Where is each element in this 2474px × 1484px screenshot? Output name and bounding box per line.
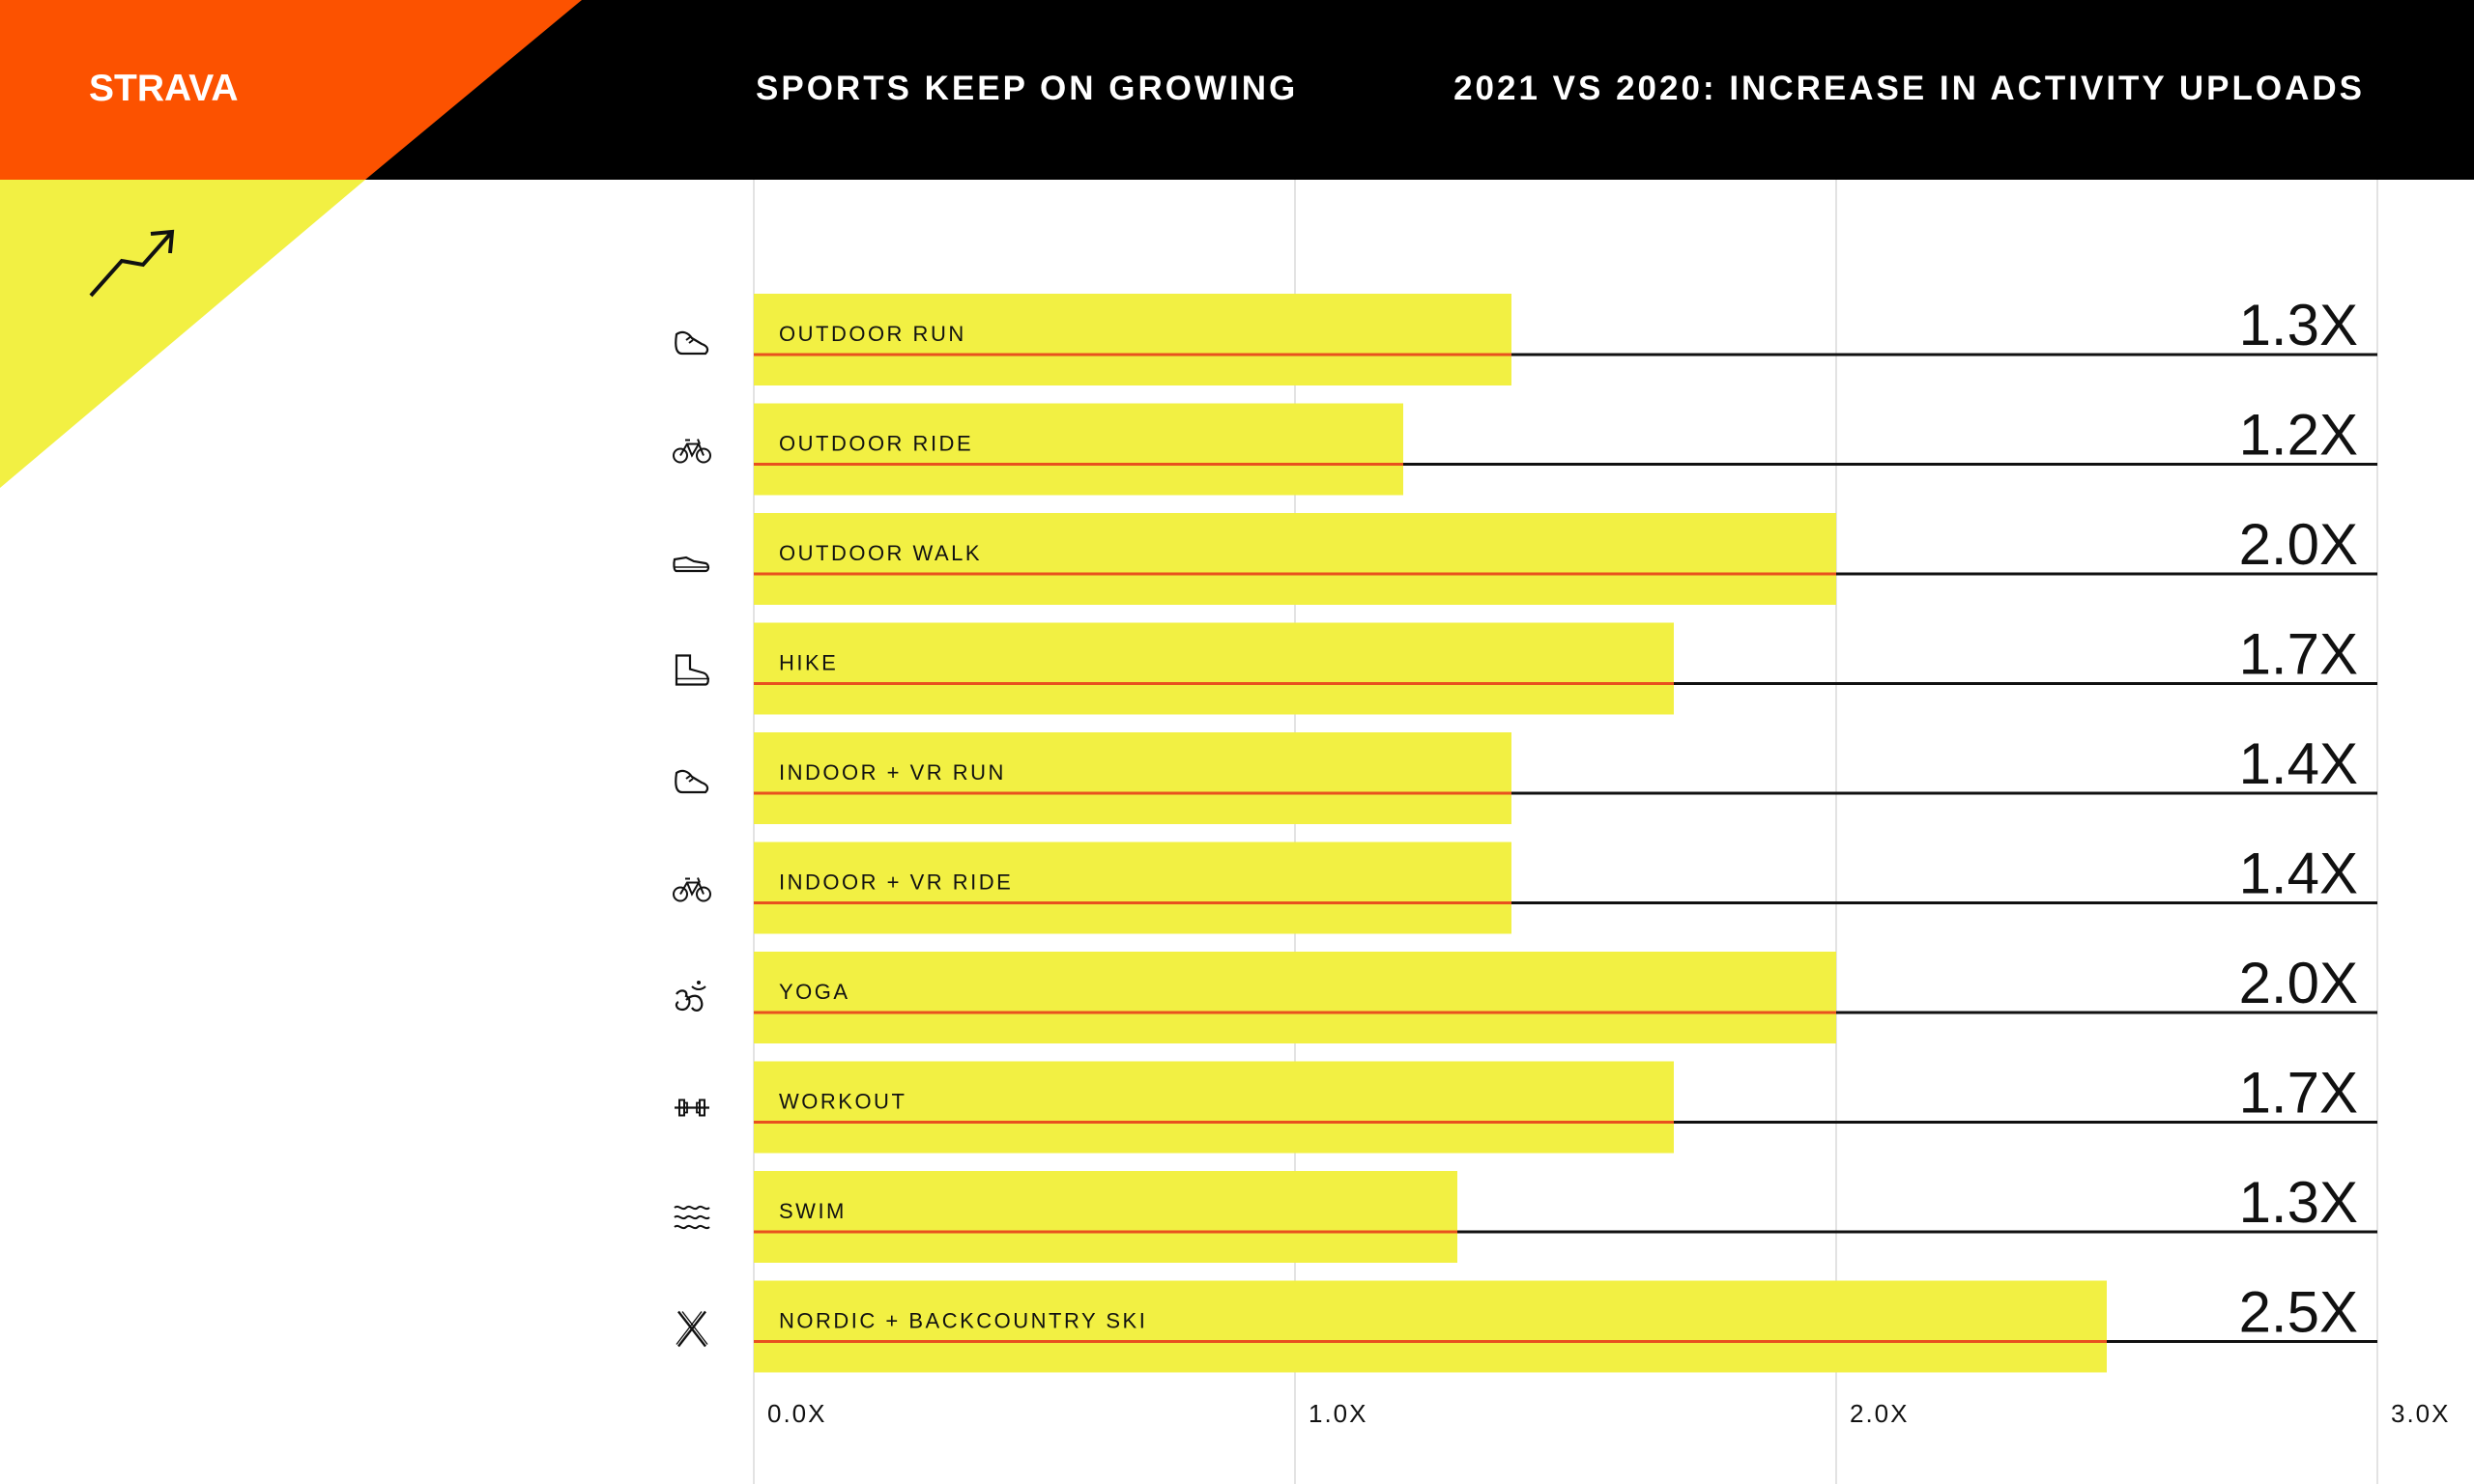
waves-icon (674, 1205, 710, 1230)
bar-row: YOGA 2.0X (675, 951, 2377, 1043)
x-tick-label: 0.0X (767, 1399, 827, 1428)
bar-row: INDOOR + VR RIDE 1.4X (673, 842, 2377, 934)
bar-row: OUTDOOR RIDE 1.2X (673, 403, 2377, 496)
x-axis: 0.0X 1.0X 2.0X 3.0X (767, 1399, 2451, 1428)
category-label: HIKE (779, 651, 838, 675)
value-label: 1.7X (2239, 1061, 2358, 1126)
x-tick-label: 2.0X (1850, 1399, 1910, 1428)
x-tick-label: 3.0X (2391, 1399, 2451, 1428)
bar-row: OUTDOOR WALK 2.0X (673, 512, 2377, 605)
bar-row: INDOOR + VR RUN 1.4X (675, 731, 2377, 824)
value-label: 1.7X (2239, 622, 2358, 687)
running-shoe-icon (675, 330, 709, 356)
bar-row: SWIM 1.3X (674, 1170, 2377, 1263)
value-label: 2.5X (2239, 1280, 2358, 1345)
bar-row: HIKE 1.7X (675, 622, 2377, 715)
om-icon (675, 981, 706, 1012)
value-label: 2.0X (2239, 512, 2358, 577)
bar (754, 952, 1836, 1043)
bar (754, 294, 1511, 385)
bicycle-icon (673, 877, 711, 902)
brand-logo[interactable]: STRAVA (89, 68, 239, 109)
value-label: 1.3X (2239, 293, 2358, 357)
bar-row: OUTDOOR RUN 1.3X (675, 293, 2377, 385)
category-label: OUTDOOR RIDE (779, 432, 973, 456)
value-label: 1.4X (2239, 842, 2358, 906)
chart-title: 2021 VS 2020: INCREASE IN ACTIVITY UPLOA… (1453, 70, 2365, 107)
x-tick-label: 1.0X (1309, 1399, 1368, 1428)
trend-up-icon (89, 229, 175, 298)
dumbbell-icon (675, 1099, 709, 1117)
running-shoe-icon (675, 769, 709, 794)
category-label: YOGA (779, 980, 850, 1004)
bar (754, 1280, 2107, 1373)
bar (754, 842, 1511, 934)
bars: OUTDOOR RUN 1.3X OUTDOOR RIDE 1.2X OUTDOOR W… (673, 293, 2377, 1373)
bar (754, 732, 1511, 824)
category-label: NORDIC + BACKCOUNTRY SKI (779, 1309, 1147, 1333)
value-label: 1.4X (2239, 731, 2358, 796)
category-label: INDOOR + VR RIDE (779, 870, 1013, 895)
hiking-boot-icon (675, 654, 709, 686)
bar (754, 1171, 1457, 1263)
value-label: 1.2X (2239, 403, 2358, 468)
category-label: INDOOR + VR RUN (779, 760, 1006, 785)
value-label: 1.3X (2239, 1170, 2358, 1235)
category-label: OUTDOOR WALK (779, 541, 982, 565)
skis-icon (676, 1310, 708, 1348)
bar-row: WORKOUT 1.7X (675, 1061, 2377, 1154)
category-label: SWIM (779, 1199, 847, 1223)
page-title: SPORTS KEEP ON GROWING (756, 70, 1299, 107)
bar (754, 622, 1674, 715)
category-label: WORKOUT (779, 1090, 906, 1114)
walking-shoe-icon (673, 556, 710, 573)
bicycle-icon (673, 439, 711, 464)
bar (754, 403, 1403, 496)
category-label: OUTDOOR RUN (779, 322, 966, 346)
bar (754, 1061, 1674, 1154)
value-label: 2.0X (2239, 951, 2358, 1015)
bar (754, 513, 1836, 605)
bar-row: NORDIC + BACKCOUNTRY SKI 2.5X (676, 1280, 2377, 1373)
grid-lines (753, 180, 2378, 1484)
